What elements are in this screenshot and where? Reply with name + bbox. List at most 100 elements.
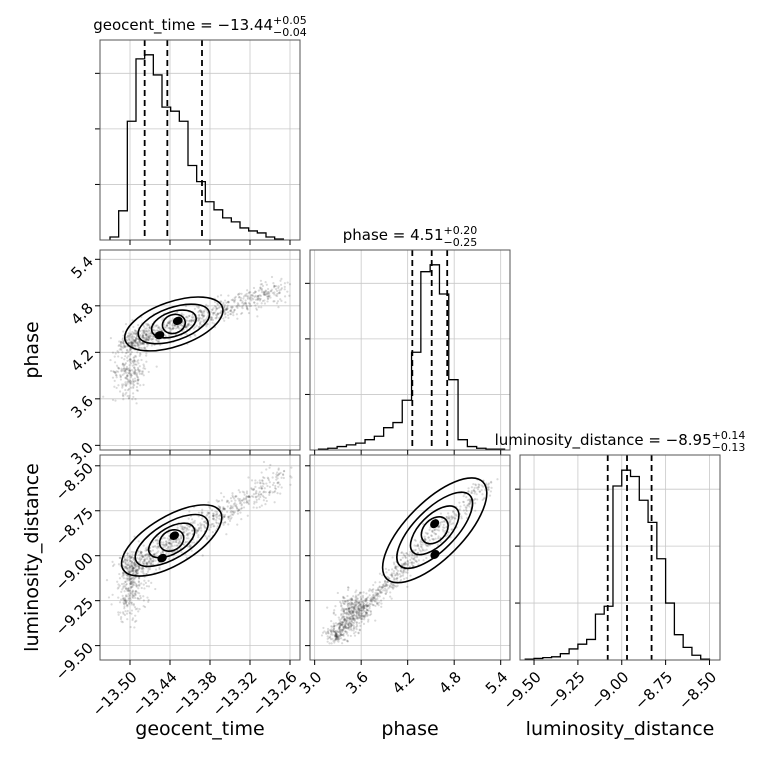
sample-point (356, 616, 359, 619)
sample-point (137, 368, 140, 371)
sample-point (132, 558, 135, 561)
sample-point (487, 482, 491, 485)
sample-point (150, 562, 153, 565)
sample-point (137, 577, 141, 580)
sample-point (134, 592, 137, 595)
sample-point (135, 556, 138, 559)
sample-point (206, 323, 209, 326)
sample-point (394, 584, 397, 588)
sample-point (121, 611, 125, 614)
sample-point (249, 304, 253, 308)
sample-point (202, 315, 205, 318)
sample-point (399, 575, 402, 578)
sample-point (392, 584, 395, 587)
title-median: −8.95 (666, 431, 712, 449)
sample-point (252, 298, 255, 301)
sample-point (259, 495, 262, 499)
sample-point (277, 292, 280, 295)
sample-point (189, 319, 192, 322)
sample-point (212, 525, 215, 528)
sample-point (341, 608, 344, 611)
sample-point (381, 583, 384, 587)
sample-point (220, 300, 223, 303)
sample-point (364, 611, 368, 614)
sample-point (334, 605, 337, 608)
sample-point (124, 352, 127, 355)
sample-point (347, 610, 351, 613)
sample-point (361, 604, 365, 607)
sample-point (141, 336, 144, 339)
sample-point (342, 610, 345, 613)
sample-point (420, 545, 423, 548)
x-tick-label: 4.8 (435, 668, 465, 698)
sample-point (201, 511, 204, 514)
sample-point (374, 593, 377, 596)
sample-point (340, 624, 343, 627)
sample-point (165, 324, 168, 327)
sample-point (197, 305, 201, 308)
sample-point (207, 511, 210, 515)
sample-point (131, 565, 134, 569)
sample-point (349, 611, 352, 615)
sample-point (134, 340, 137, 343)
sample-point (200, 523, 204, 526)
sample-point (356, 625, 359, 628)
sample-point (135, 582, 138, 586)
sample-point (245, 294, 248, 298)
sample-point (352, 606, 356, 609)
sample-point (263, 487, 266, 490)
sample-point (188, 525, 191, 529)
sample-point (146, 563, 149, 566)
sample-point (135, 565, 138, 568)
sample-point (354, 591, 357, 594)
sample-point (432, 538, 435, 541)
sample-point (128, 555, 131, 559)
sample-point (137, 370, 140, 373)
sample-point (227, 301, 230, 304)
sample-point (336, 622, 340, 626)
title-prefix: phase = (343, 226, 410, 244)
sample-point (216, 312, 219, 315)
sample-point (414, 555, 417, 559)
sample-point (250, 297, 253, 300)
sample-point (351, 617, 354, 620)
sample-point (223, 515, 226, 518)
sample-point (205, 325, 208, 328)
sample-point (359, 591, 362, 594)
sample-point (127, 350, 130, 354)
sample-point (133, 370, 137, 374)
sample-point (443, 526, 446, 529)
sample-point (252, 487, 256, 490)
sample-point (404, 556, 407, 559)
sample-point (117, 367, 121, 370)
sample-point (171, 545, 174, 548)
sample-point (146, 557, 149, 561)
sample-point (138, 343, 141, 347)
sample-point (326, 637, 329, 641)
sample-point (367, 604, 370, 607)
sample-point (124, 377, 127, 380)
sample-point (201, 517, 204, 520)
sample-point (120, 582, 124, 586)
sample-point (376, 597, 379, 601)
sample-point (385, 571, 388, 574)
sample-point (136, 565, 139, 568)
sample-point (188, 544, 191, 548)
sample-point (260, 493, 263, 496)
sample-point (134, 344, 137, 347)
sample-point (123, 603, 126, 606)
hist-panel-luminosity_distance (515, 454, 721, 665)
sample-point (371, 588, 374, 592)
sample-point (110, 369, 113, 373)
sample-point (333, 624, 336, 627)
sample-point (382, 597, 385, 600)
sample-point (257, 294, 260, 297)
sample-point (140, 550, 143, 554)
sample-point (131, 364, 134, 367)
sample-point (134, 355, 138, 358)
y-tick-label: 5.4 (67, 253, 97, 283)
sample-point (129, 358, 132, 361)
sample-point (136, 389, 139, 392)
sample-point (358, 609, 361, 612)
sample-point (337, 622, 341, 625)
